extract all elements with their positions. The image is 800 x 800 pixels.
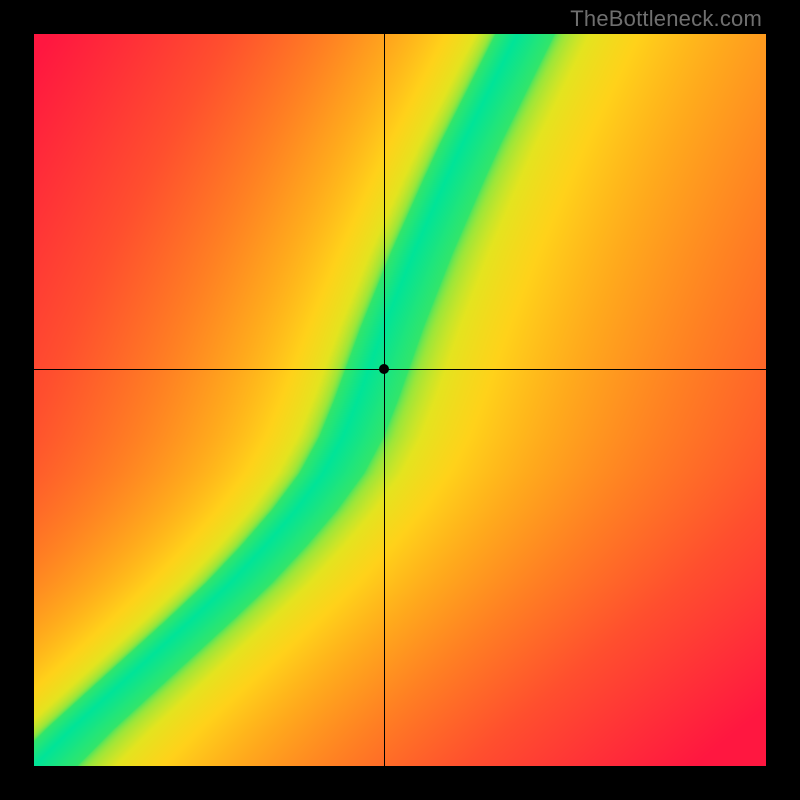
chart-container: TheBottleneck.com: [0, 0, 800, 800]
crosshair-horizontal: [34, 369, 766, 370]
heatmap-canvas: [34, 34, 766, 766]
crosshair-marker: [379, 364, 389, 374]
crosshair-vertical: [384, 34, 385, 766]
plot-area: [34, 34, 766, 766]
watermark-text: TheBottleneck.com: [570, 6, 762, 32]
